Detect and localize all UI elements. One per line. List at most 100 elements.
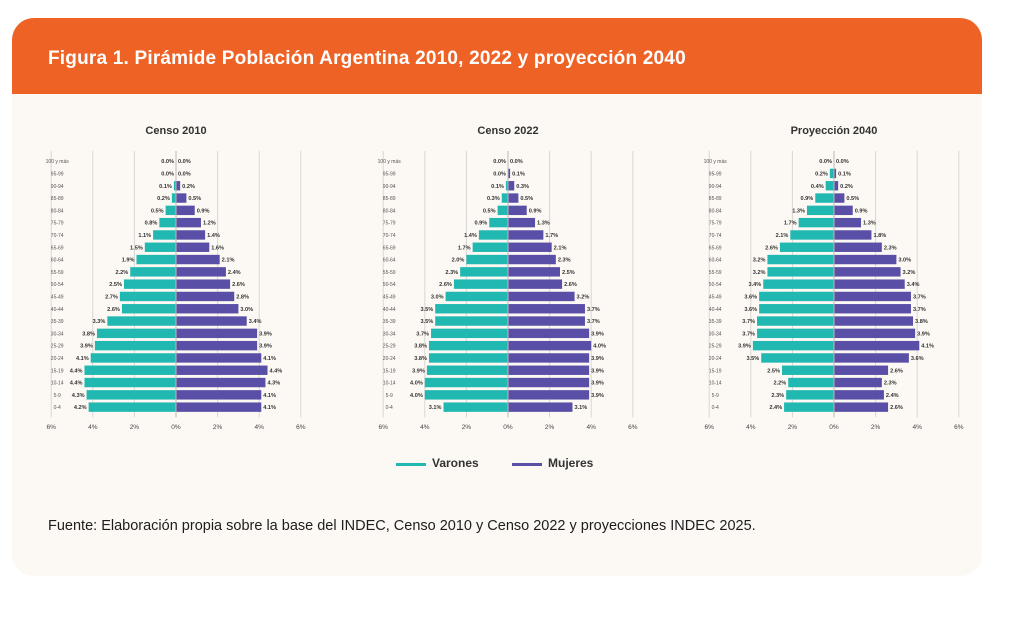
data-label-varones: 0.8% [145,221,158,227]
data-label-mujeres: 3.4% [249,319,262,325]
bar-mujeres [508,390,590,400]
bar-varones [825,181,834,191]
bar-varones [88,402,176,412]
bar-mujeres [834,193,845,203]
category-label: 15-19 [709,368,722,374]
population-pyramids: Censo 2010 6% 4% 2% 0% 2% 4% 6% 100 y más 0.0% 0.0… [46,125,964,431]
bar-mujeres [508,377,590,388]
data-label-varones: 4.0% [410,381,423,387]
bar-mujeres [508,340,592,351]
category-label: 70-74 [51,233,64,239]
bar-varones [466,254,508,265]
data-label-varones: 3.7% [416,331,429,337]
bar-varones [472,242,508,252]
data-label-mujeres: 3.9% [591,368,604,374]
bar-mujeres [176,402,262,412]
data-label-mujeres: 3.9% [591,381,604,387]
x-tick-label: 0% [829,424,839,431]
bar-mujeres [508,242,552,252]
bar-mujeres [508,279,563,289]
category-label: 60-64 [383,258,396,264]
data-label-mujeres: 2.3% [884,245,897,251]
bar-varones [107,316,176,326]
bar-mujeres [176,279,231,289]
data-label-varones: 2.2% [115,270,128,276]
data-label-mujeres: 0.9% [197,208,210,214]
category-label: 40-44 [709,307,722,313]
bar-mujeres [508,193,519,203]
pyramid-proyecci-n-2040: Proyección 2040 6% 4% 2% 0% 2% 4% 6% 100 y más 0.… [704,125,964,431]
data-label-mujeres: 4.4% [270,368,283,374]
data-label-mujeres: 4.3% [267,381,280,387]
data-label-mujeres: 3.7% [587,319,600,325]
data-label-mujeres: 1.3% [537,221,550,227]
x-tick-label: 2% [462,424,472,431]
category-label: 35-39 [709,319,722,325]
bar-varones [798,217,834,228]
pyramid-censo-2010: Censo 2010 6% 4% 2% 0% 2% 4% 6% 100 y más 0.0% 0.0… [46,125,306,431]
bar-varones [144,242,176,252]
category-label: 15-19 [51,368,64,374]
data-label-varones: 2.7% [105,294,118,300]
data-label-mujeres: 3.4% [907,282,920,288]
data-label-varones: 3.5% [746,356,759,362]
data-label-mujeres: 0.5% [846,196,859,202]
category-label: 70-74 [383,233,396,239]
chart-title: Censo 2010 [145,125,206,137]
bar-mujeres [834,168,837,179]
category-label: 5-9 [712,393,719,399]
data-label-varones: 0.1% [491,184,504,190]
bar-varones [96,328,176,339]
category-label: 55-59 [709,270,722,276]
chart-title: Censo 2022 [477,125,538,137]
data-label-varones: 3.5% [420,307,433,313]
figure-card: Figura 1. Pirámide Población Argentina 2… [12,18,982,576]
bar-varones [767,267,834,277]
category-label: 45-49 [51,294,64,300]
legend-label-mujeres: Mujeres [548,456,594,470]
bar-varones [435,316,508,326]
category-label: 10-14 [51,381,64,387]
data-label-varones: 2.4% [769,405,782,411]
bar-varones [759,304,834,314]
x-tick-label: 6% [954,424,964,431]
data-label-mujeres: 1.4% [207,233,220,239]
data-label-varones: 0.3% [487,196,500,202]
data-label-mujeres: 1.2% [203,221,216,227]
bar-varones [782,365,834,375]
bar-varones [815,193,834,203]
data-label-varones: 3.7% [742,331,755,337]
data-label-mujeres: 0.1% [512,171,525,177]
bar-mujeres [834,365,889,375]
category-label: 45-49 [709,294,722,300]
bar-varones [136,254,176,265]
data-label-mujeres: 3.9% [259,344,272,350]
category-label: 65-69 [709,245,722,251]
data-label-mujeres: 1.6% [211,245,224,251]
bar-mujeres [834,328,916,339]
bar-varones [759,291,834,302]
category-label: 95-99 [51,171,64,177]
data-label-mujeres: 2.6% [890,405,903,411]
data-label-mujeres: 3.7% [913,294,926,300]
category-label: 75-79 [383,221,396,227]
bar-mujeres [176,217,201,228]
category-label: 50-54 [383,282,396,288]
data-label-varones: 1.7% [784,221,797,227]
bar-varones [806,205,834,216]
category-label: 20-24 [709,356,722,362]
bar-mujeres [508,181,515,191]
data-label-varones: 0.2% [815,171,828,177]
bar-mujeres [834,402,889,412]
bar-mujeres [508,353,590,363]
bar-varones [424,390,508,400]
data-label-varones: 1.9% [122,258,135,264]
bar-varones [84,377,176,388]
bar-mujeres [834,291,911,302]
category-label: 80-84 [709,208,722,214]
data-label-mujeres: 3.9% [917,331,930,337]
bar-varones [124,279,176,289]
x-tick-label: 2% [788,424,798,431]
data-label-varones: 0.0% [493,159,506,165]
bar-varones [478,230,508,240]
